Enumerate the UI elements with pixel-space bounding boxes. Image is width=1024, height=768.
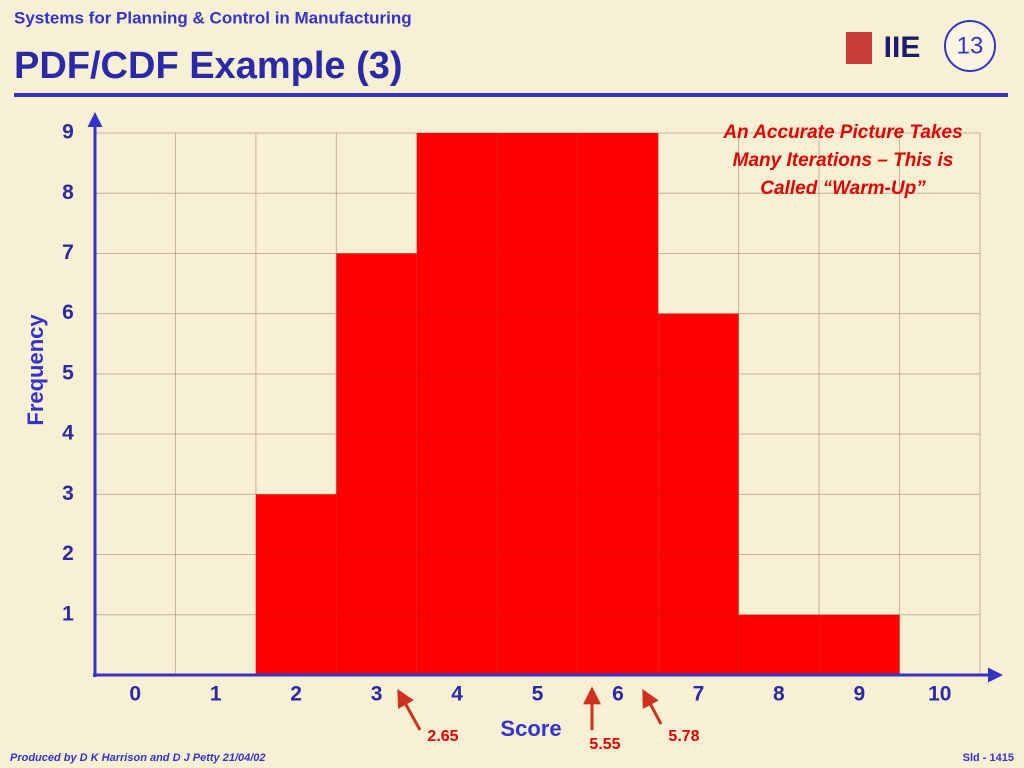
x-tick-label: 0 [129,683,141,706]
bar [255,494,337,675]
marker-arrow [397,688,422,731]
x-tick-label: 4 [451,683,463,706]
x-axis-label: Score [500,716,561,741]
bar [819,614,900,675]
bar [416,133,498,675]
bar [658,313,739,675]
annotation: Called “Warm-Up” [760,178,926,199]
annotation: An Accurate Picture Takes [722,122,962,143]
slide-title: PDF/CDF Example (3) [14,45,403,87]
x-tick-label: 2 [290,683,302,706]
x-tick-label: 7 [693,683,705,706]
page-number: 13 [957,32,984,59]
x-tick-label: 3 [371,683,383,706]
footer-slide: Sld - 1415 [963,752,1014,764]
y-tick-label: 2 [62,542,74,565]
y-tick-label: 6 [62,301,74,324]
logo-icon [846,32,872,64]
y-axis-label: Frequency [23,314,48,426]
y-tick-label: 5 [62,361,74,384]
marker-label: 5.78 [668,728,699,745]
y-tick-label: 4 [62,422,74,445]
y-tick-label: 1 [62,602,74,625]
marker-label: 2.65 [427,728,458,745]
x-tick-label: 9 [853,683,865,706]
marker-arrow [642,688,663,725]
x-tick-label: 6 [612,683,624,706]
x-tick-label: 5 [532,683,544,706]
logo-text: IIE [884,31,921,64]
x-tick-label: 10 [928,683,951,706]
marker-label: 5.55 [589,736,620,753]
footer-credit: Produced by D K Harrison and D J Petty 2… [10,752,266,764]
x-tick-label: 8 [773,683,785,706]
annotation: Many Iterations – This is [733,150,954,171]
bar [738,614,820,675]
x-tick-label: 1 [210,683,222,706]
y-tick-label: 9 [62,121,74,144]
header-subtitle: Systems for Planning & Control in Manufa… [14,8,412,27]
bar [577,133,659,675]
plot: 0 1 2 3 4 5 6 7 8 9 10 1 2 3 4 5 6 7 8 9 [62,112,1003,706]
y-tick-label: 7 [62,241,74,264]
page-badge [944,20,996,72]
bar [497,133,578,675]
y-tick-label: 8 [62,181,74,204]
bar [336,253,417,675]
y-tick-label: 3 [62,482,74,505]
